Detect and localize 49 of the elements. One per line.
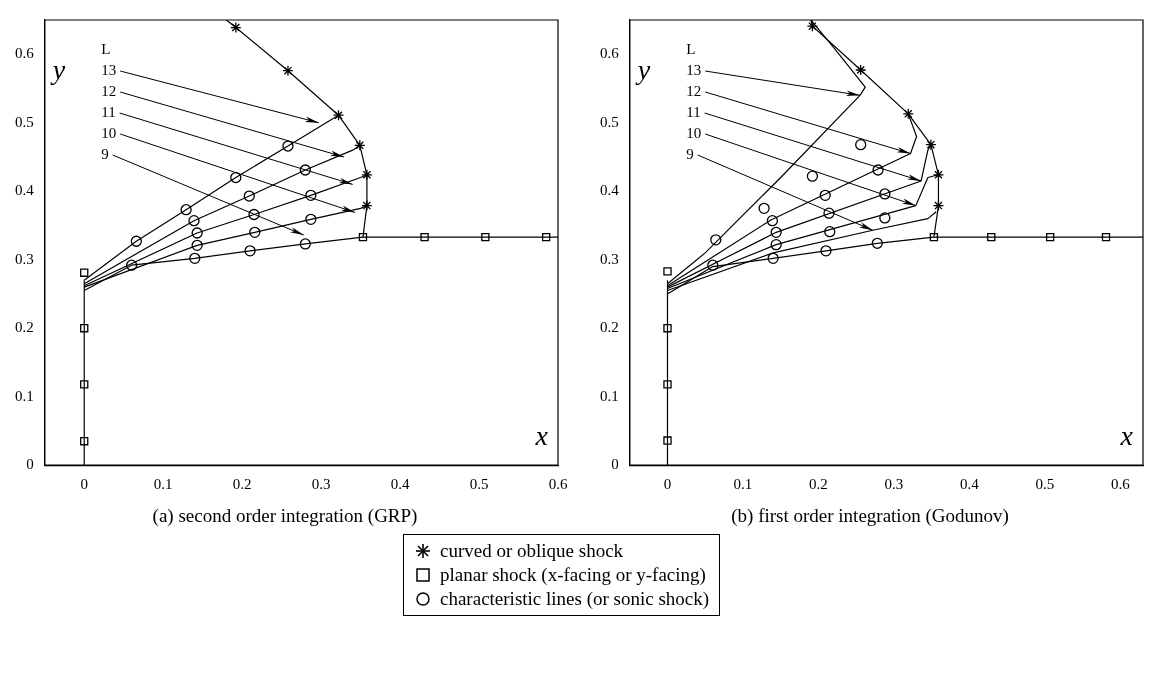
annotation: 10 xyxy=(686,124,702,141)
y-tick-label: 0.2 xyxy=(600,319,619,336)
x-tick-label: 0.3 xyxy=(311,476,331,493)
y-tick-label: 0.3 xyxy=(15,250,34,267)
y-tick-label: 0.1 xyxy=(15,387,34,404)
x-tick-label: 0.4 xyxy=(390,476,410,493)
y-tick-label: 0.3 xyxy=(600,250,619,267)
y-tick-label: 0.4 xyxy=(600,182,620,199)
annotation: 11 xyxy=(101,103,116,120)
y-tick-label: 0 xyxy=(611,456,619,473)
x-tick-label: 0.3 xyxy=(884,476,904,493)
y-axis-title: y xyxy=(49,54,66,86)
text: (b) first order integration (Godunov) xyxy=(731,504,1009,527)
legend-label: characteristic lines (or sonic shock) xyxy=(440,587,710,611)
y-tick-label: 0.1 xyxy=(600,387,619,404)
x-tick-label: 0.2 xyxy=(232,476,252,493)
y-axis-title: y xyxy=(634,54,651,86)
x-tick-label: 0.2 xyxy=(809,476,828,493)
x-tick-label: 0 xyxy=(80,476,88,493)
y-tick-label: 0.5 xyxy=(600,113,619,130)
x-tick-label: 0.1 xyxy=(153,476,173,493)
annotation: 12 xyxy=(101,82,117,99)
annotation: 13 xyxy=(686,61,702,78)
x-tick-label: 0.4 xyxy=(960,476,980,493)
annotation: L xyxy=(686,40,696,57)
x-tick-label: 0 xyxy=(663,476,672,493)
x-axis-title: x xyxy=(1119,419,1134,451)
annotation: 10 xyxy=(101,124,117,141)
y-tick-label: 0.2 xyxy=(15,319,34,336)
x-axis-title: x xyxy=(534,419,549,451)
y-tick-label: 0 xyxy=(26,456,34,473)
x-tick-label: 0.6 xyxy=(1110,476,1131,493)
annotation: 9 xyxy=(101,145,109,162)
x-tick-label: 0.6 xyxy=(548,476,568,493)
annotation: 11 xyxy=(686,103,701,120)
legend-label: curved or oblique shock xyxy=(440,539,624,563)
annotation: L xyxy=(101,40,111,57)
legend-label: planar shock (x-facing or y-facing) xyxy=(440,563,706,587)
x-tick-label: 0.1 xyxy=(733,476,753,493)
y-tick-label: 0.4 xyxy=(15,182,35,199)
annotation: 13 xyxy=(101,61,117,78)
text: (a) second order integration (GRP) xyxy=(152,504,418,527)
annotation: 9 xyxy=(686,145,694,162)
y-tick-label: 0.6 xyxy=(15,45,35,62)
y-tick-label: 0.5 xyxy=(15,113,34,130)
x-tick-label: 0.5 xyxy=(1035,476,1055,493)
y-tick-label: 0.6 xyxy=(600,45,620,62)
annotation: 12 xyxy=(686,82,702,99)
x-tick-label: 0.5 xyxy=(469,476,489,493)
